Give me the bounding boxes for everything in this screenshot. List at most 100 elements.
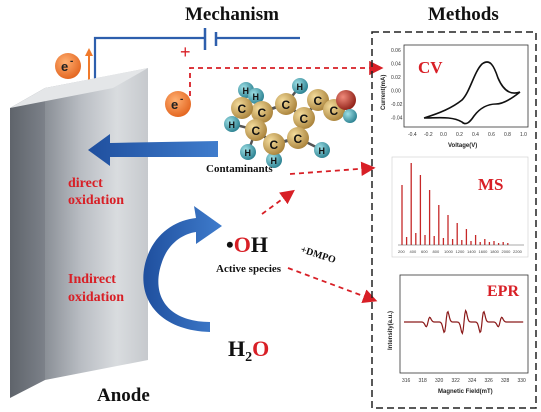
epr-xlabel: Magnetic Field(mT) [438, 389, 493, 395]
circuit-wire [93, 36, 300, 98]
cv-curve [423, 61, 521, 125]
epr-xtick: 328 [501, 378, 510, 384]
mechanism-heading: Mechanism [185, 4, 279, 25]
epr-xtick: 316 [402, 378, 411, 384]
ms-panel: MS 200 400 600 800 1000 1200 1400 1600 1800 2000 2… [391, 156, 529, 258]
carbon-atom-label: C [330, 104, 339, 118]
carbon-atom-label: C [300, 112, 309, 126]
epr-xtick: 324 [468, 378, 477, 384]
electron-mid-icon: e - [165, 91, 191, 117]
ms-xtick: 2000 [502, 249, 512, 254]
electron-up-arrow-icon [85, 48, 93, 80]
cv-xtick: 0.4 [472, 132, 479, 138]
carbon-atom [231, 97, 253, 119]
ms-xtick: 1000 [444, 249, 454, 254]
ms-xtick: 200 [398, 249, 405, 254]
electron-mid-label: e [171, 97, 178, 112]
cv-xlabel: Voltage(V) [448, 143, 477, 149]
electron-mid-sup: - [180, 94, 183, 105]
hydrogen-atom [314, 142, 330, 158]
dashed-connectors [189, 60, 384, 303]
epr-xtick: 330 [518, 378, 527, 384]
carbon-atom-label: C [282, 98, 291, 112]
hydrogen-atom-label: H [253, 92, 260, 102]
contaminants-label: Contaminants [206, 163, 273, 175]
hydrogen-atom-label: H [297, 82, 304, 92]
carbon-atom [251, 101, 273, 123]
carbon-atom [293, 107, 315, 129]
cv-xtick: -0.2 [424, 132, 433, 138]
cv-title: CV [418, 58, 443, 77]
epr-xtick: 318 [419, 378, 428, 384]
methods-heading: Methods [428, 4, 499, 25]
cv-xtick: 0.0 [440, 132, 447, 138]
cv-panel: CV 0.06 0.04 0.02 0.00 -0.02 -0.04 -0.4 -0.2 0.… [381, 44, 529, 149]
carbon-atom-label: C [238, 102, 247, 116]
electron-top-icon: e - [55, 53, 81, 79]
cv-xtick: 1.0 [520, 132, 527, 138]
carbon-atom-label: C [258, 106, 267, 120]
hydrogen-atom-label: H [245, 148, 252, 158]
oxygen-atom [336, 90, 356, 110]
indirect-curve-arrow-icon [143, 206, 222, 332]
cv-ytick: 0.02 [391, 75, 401, 81]
carbon-atom [307, 89, 329, 111]
cv-ytick: 0.00 [391, 89, 401, 95]
carbon-atom [263, 133, 285, 155]
direct-label-2: oxidation [68, 193, 124, 208]
ms-xtick: 800 [433, 249, 440, 254]
epr-ylabel: Intensity(a.u.) [388, 311, 394, 350]
cv-ytick: 0.06 [391, 48, 401, 54]
dmpo-label: +DMPO [299, 244, 337, 266]
ms-title: MS [478, 175, 504, 194]
cv-xtick: 0.8 [504, 132, 511, 138]
anode-label: Anode [97, 385, 150, 406]
hydrogen-atom [240, 144, 256, 160]
direct-label-1: direct [68, 176, 103, 191]
ms-xtick: 1800 [490, 249, 500, 254]
epr-xtick: 320 [435, 378, 444, 384]
hydrogen-atom [343, 109, 357, 123]
carbon-atom-label: C [294, 132, 303, 146]
carbon-atom [287, 127, 309, 149]
carbon-atom-label: C [270, 138, 279, 152]
indirect-label-2: oxidation [68, 290, 124, 305]
hydrogen-atom [224, 116, 240, 132]
carbon-atom-label: C [314, 94, 323, 108]
epr-spectrum [404, 308, 524, 336]
hydrogen-atom-label: H [271, 156, 278, 166]
ms-spectrum-bars [398, 163, 524, 246]
carbon-atom-label: C [252, 124, 261, 138]
hydrogen-atom-label: H [243, 86, 250, 96]
electron-top-label: e [61, 59, 68, 74]
hydrogen-atom [292, 78, 308, 94]
cv-ytick: -0.02 [391, 102, 403, 108]
cv-xtick: 0.6 [488, 132, 495, 138]
hydrogen-atom [248, 88, 264, 104]
epr-title: EPR [487, 283, 519, 300]
cv-xtick: -0.4 [408, 132, 417, 138]
epr-panel: EPR 316 318 320 322 324 326 328 330 Magnetic Fi… [388, 274, 529, 395]
active-species-label: Active species [216, 263, 282, 275]
cv-ytick: -0.04 [391, 116, 403, 122]
ms-xtick: 600 [421, 249, 428, 254]
hydroxyl-radical: •OH [226, 232, 268, 257]
battery-icon [203, 28, 218, 50]
methods-box [371, 31, 537, 409]
cv-xtick: 0.2 [456, 132, 463, 138]
water-label: H2O [228, 336, 269, 365]
hydrogen-atom-label: H [319, 146, 326, 156]
ms-xtick: 400 [410, 249, 417, 254]
ms-xtick: 1200 [456, 249, 466, 254]
cv-ytick: 0.04 [391, 62, 401, 68]
electron-top-sup: - [70, 56, 73, 67]
indirect-label-1: Indirect [68, 272, 116, 287]
hydrogen-atom [266, 152, 282, 168]
epr-xtick: 322 [452, 378, 461, 384]
epr-xtick: 326 [485, 378, 494, 384]
carbon-atom [245, 119, 267, 141]
carbon-atom [275, 93, 297, 115]
ms-xtick: 1600 [479, 249, 489, 254]
